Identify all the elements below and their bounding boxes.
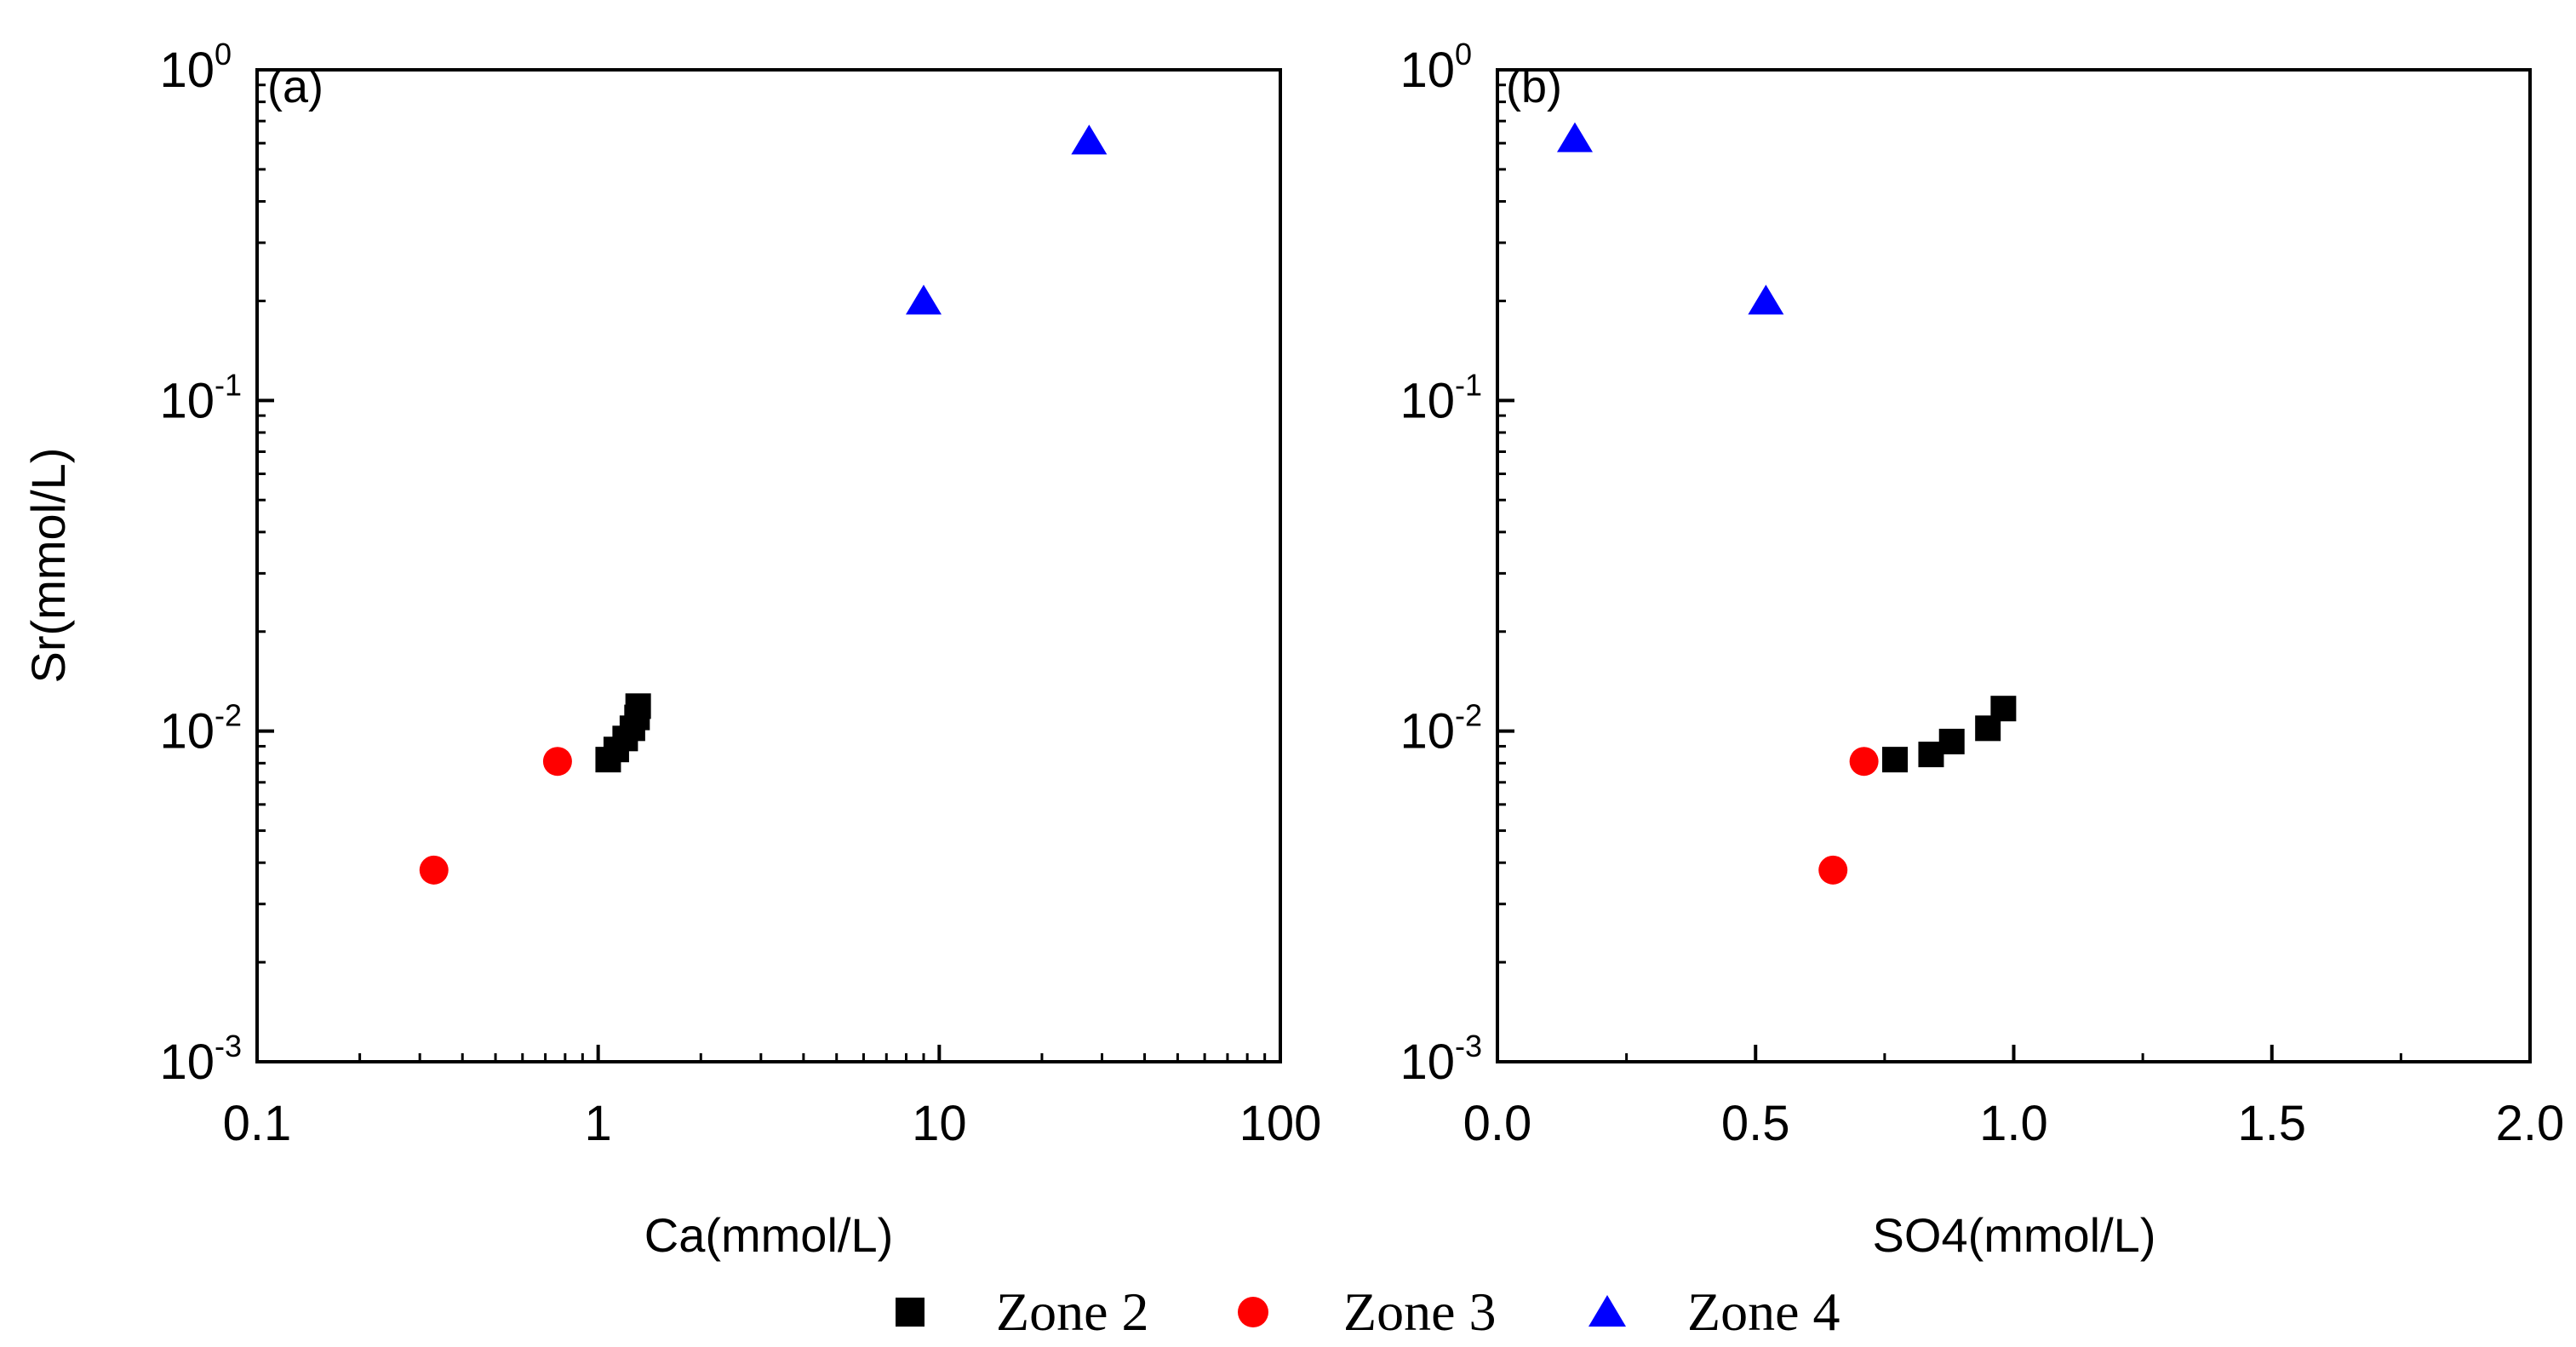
zone-4-point	[1556, 122, 1593, 152]
y-tick-exponent: -2	[1455, 698, 1482, 733]
zone-4-point	[1071, 124, 1108, 155]
y-tick-label: 10	[1400, 373, 1455, 428]
zone-3-point	[1849, 747, 1879, 777]
zone-2-point	[1938, 728, 1965, 754]
legend: Zone 2 Zone 3 Zone 4	[896, 1281, 1840, 1342]
zone-3-point	[419, 855, 449, 885]
x-tick-label: 0.0	[1463, 1096, 1532, 1151]
panel-label-b: (b)	[1506, 61, 1562, 112]
zone-2-point	[1990, 696, 2017, 722]
y-tick-exponent: 0	[215, 37, 232, 72]
data-points-b	[1556, 122, 2017, 885]
y-tick-exponent: -1	[215, 367, 242, 402]
y-axis-label-a: Sr(mmol/L)	[21, 448, 75, 684]
y-tick-exponent: -3	[215, 1029, 242, 1063]
x-axis-label-a: Ca(mmol/L)	[644, 1208, 893, 1262]
y-tick-label: 10	[1400, 704, 1455, 759]
zone-4-point	[905, 284, 942, 315]
y-tick-label: 10	[159, 704, 215, 759]
y-tick-label: 10	[159, 43, 215, 98]
x-tick-label: 100	[1239, 1096, 1322, 1151]
y-tick-label: 10	[1400, 1035, 1455, 1090]
zone-2-point	[625, 693, 651, 719]
x-axis-label-b: SO4(mmol/L)	[1873, 1208, 2156, 1262]
y-tick-exponent: -3	[1455, 1029, 1482, 1063]
y-tick-label: 10	[159, 373, 215, 428]
legend-label-zone-3: Zone 3	[1343, 1281, 1497, 1342]
ticks-b	[1496, 68, 2532, 1063]
x-tick-label: 0.5	[1721, 1096, 1790, 1151]
panel-label-a: (a)	[267, 61, 323, 112]
x-tick-label: 1.0	[1979, 1096, 2048, 1151]
zone-3-point	[1818, 855, 1848, 885]
plot-frame-b	[1496, 68, 2532, 1063]
x-tick-label: 10	[912, 1096, 967, 1151]
legend-marker-zone-3	[1238, 1297, 1268, 1327]
ticks-a	[255, 68, 1282, 1063]
y-tick-label: 10	[1400, 43, 1455, 98]
x-tick-label: 2.0	[2496, 1096, 2565, 1151]
zone-3-point	[542, 747, 572, 777]
zone-4-point	[1748, 284, 1784, 315]
legend-label-zone-2: Zone 2	[996, 1281, 1149, 1342]
y-tick-exponent: 0	[1455, 37, 1472, 72]
legend-marker-zone-2	[896, 1298, 924, 1327]
zone-2-point	[1882, 747, 1909, 773]
x-tick-label: 0.1	[223, 1096, 292, 1151]
legend-marker-zone-4	[1589, 1295, 1626, 1327]
data-points-a	[419, 124, 1108, 885]
y-tick-exponent: -1	[1455, 367, 1482, 402]
y-tick-exponent: -2	[215, 698, 242, 733]
x-tick-labels-a: 0.1 1 10 100	[223, 1096, 1322, 1151]
legend-label-zone-4: Zone 4	[1687, 1281, 1840, 1342]
x-tick-label: 1.5	[2237, 1096, 2306, 1151]
plot-frame-a	[255, 68, 1282, 1063]
y-tick-label: 10	[159, 1035, 215, 1090]
x-tick-label: 1	[585, 1096, 612, 1151]
x-tick-labels-b: 0.0 0.5 1.0 1.5 2.0	[1463, 1096, 2565, 1151]
